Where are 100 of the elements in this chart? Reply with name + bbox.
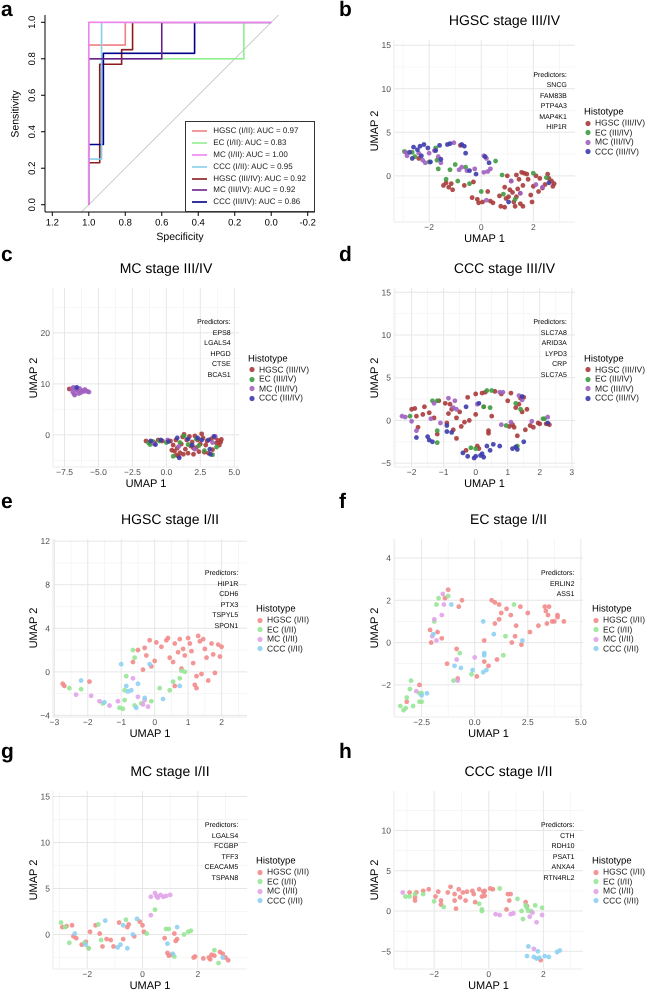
x-tick-label: 0 [473, 467, 478, 478]
x-axis-title: UMAP 1 [464, 478, 505, 490]
text: b [339, 0, 352, 21]
legend-label: HGSC (I/II) [267, 866, 310, 877]
y-tick-label: 0.4 [27, 125, 38, 138]
legend-label: EC (I/II) [267, 876, 296, 886]
x-tick-label: 0 [486, 969, 492, 980]
y-tick-label: 0 [386, 638, 392, 648]
text: f [339, 490, 346, 513]
legend-label: MC (I/II) [267, 634, 298, 644]
y-tick-label: 12 [40, 536, 50, 546]
chart-title: HGSC stage I/II [120, 510, 220, 528]
chart-title: CCC stage I/II [464, 762, 552, 780]
y-tick-label: 20 [40, 328, 50, 338]
y-tick-label: 8 [45, 580, 50, 590]
legend-label: CCC (III/IV) [595, 146, 639, 156]
x-tick-label: −3 [49, 717, 60, 728]
x-tick-label: 0.6 [155, 218, 168, 229]
text: g [1, 740, 14, 763]
x-tick-label: −2 [82, 717, 93, 728]
x-tick-label: 0.0 [468, 717, 481, 728]
y-axis-title: UMAP 2 [28, 357, 40, 398]
y-tick-label: 0 [45, 930, 50, 940]
y-tick-label: 5 [386, 372, 392, 383]
y-tick-label: −2 [381, 680, 392, 690]
y-tick-label: −5 [381, 458, 392, 468]
y-tick-label: 5 [45, 884, 50, 894]
legend-label: HGSC (I/II): AUC = 0.97 [213, 125, 298, 138]
y-tick-label: −5 [381, 946, 392, 956]
legend-label: EC (III/IV) [595, 127, 632, 138]
x-tick-label: 2 [530, 222, 536, 232]
y-tick-label: 0.6 [27, 88, 38, 102]
x-tick-label: 0 [152, 717, 158, 728]
x-tick-label: 5.0 [574, 717, 588, 728]
legend-label: CCC (III/IV): AUC = 0.86 [213, 196, 300, 208]
legend-label: CCC (III/IV) [259, 392, 303, 403]
y-tick-label: 10 [40, 378, 50, 389]
x-tick-label: 2 [541, 969, 546, 980]
legend-label: CCC (I/II) [603, 643, 639, 654]
x-tick-label: −7.5 [56, 467, 74, 478]
y-axis-title: UMAP 2 [368, 608, 380, 648]
legend-label: CCC (I/II) [267, 643, 303, 654]
x-tick-label: 2 [195, 969, 200, 980]
y-axis-title: Sensitivity [9, 90, 22, 138]
x-tick-label: 0.0 [264, 218, 278, 229]
x-tick-label: −1 [116, 717, 126, 728]
y-tick-label: 15 [382, 287, 392, 298]
legend-label: MC (III/IV) [595, 383, 634, 394]
x-tick-label: 1 [186, 717, 191, 728]
x-tick-label: 0 [478, 222, 484, 232]
legend-label: EC (III/IV) [595, 374, 632, 384]
x-tick-label: −2 [406, 467, 417, 478]
legend-label: HGSC (I/II) [267, 614, 310, 625]
legend-label: EC (I/II): AUC = 0.83 [213, 137, 286, 150]
y-tick-label: 0.8 [27, 52, 38, 66]
x-tick-label: −1 [438, 467, 449, 478]
x-tick-label: 0.8 [118, 218, 132, 229]
text: h [339, 740, 352, 763]
y-tick-label: 0 [386, 906, 392, 916]
y-axis-title: UMAP 2 [28, 860, 40, 900]
x-tick-label: −2 [424, 222, 434, 232]
x-axis-title: UMAP 1 [126, 478, 166, 490]
legend-label: HGSC (III/IV) [259, 364, 310, 374]
y-tick-label: 0 [386, 170, 392, 181]
x-tick-label: 1 [505, 467, 510, 478]
y-tick-label: 5 [386, 866, 392, 876]
legend-label: MC (III/IV) [595, 136, 634, 147]
y-tick-label: 2 [386, 595, 392, 606]
legend-label: EC (I/II) [267, 624, 296, 634]
y-tick-label: 10 [40, 838, 50, 848]
legend-label: MC (I/II) [267, 886, 298, 896]
legend-title: Histotype [256, 602, 297, 616]
x-axis-title: UMAP 1 [464, 233, 505, 245]
legend-label: HGSC (III/IV) [595, 364, 646, 374]
legend-label: HGSC (III/IV) [595, 118, 646, 128]
legend-label: HGSC (III/IV): AUC = 0.92 [213, 172, 306, 184]
x-axis-title: UMAP 1 [468, 980, 509, 992]
legend-label: MC (I/II): AUC = 1.00 [213, 149, 288, 161]
y-tick-label: 0 [386, 415, 392, 426]
x-tick-label: −2.5 [124, 467, 142, 478]
text: c [1, 243, 13, 266]
x-tick-label: −5.0 [90, 467, 108, 478]
y-axis-title: UMAP 2 [368, 357, 380, 398]
x-axis-title: UMAP 1 [468, 728, 509, 740]
legend-label: CCC (III/IV) [595, 392, 639, 403]
x-tick-label: −2 [82, 969, 92, 980]
chart-title: HGSC stage III/IV [448, 12, 560, 28]
legend-label: MC (I/II) [603, 886, 634, 896]
y-tick-label: 4 [386, 553, 392, 564]
x-tick-label: 1.0 [82, 218, 96, 229]
x-tick-label: 0 [140, 969, 146, 980]
x-tick-label: 5.0 [228, 467, 240, 478]
x-tick-label: -0.2 [300, 218, 316, 229]
y-tick-label: 0 [45, 430, 50, 440]
chart-title: MC stage I/II [130, 762, 210, 780]
x-tick-label: 3 [569, 467, 574, 478]
y-axis-title: UMAP 2 [28, 608, 40, 648]
y-tick-label: 15 [40, 792, 50, 802]
chart-title: MC stage III/IV [120, 260, 212, 276]
y-tick-label: 0 [45, 666, 50, 677]
